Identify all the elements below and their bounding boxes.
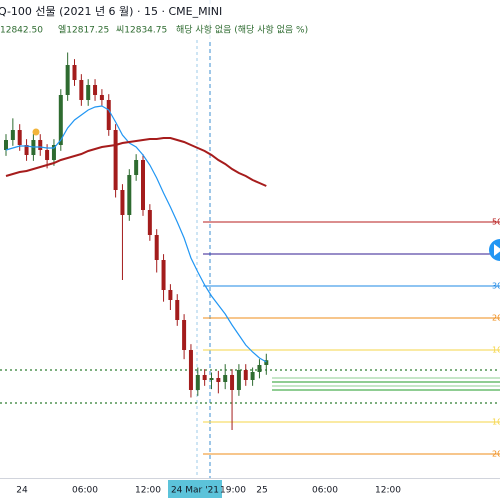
level-label: 10: [492, 346, 500, 355]
candle-body: [65, 65, 70, 95]
moving-average: [5, 105, 267, 363]
candle-body: [175, 300, 180, 320]
candle-body: [79, 80, 84, 100]
candle-body: [24, 145, 29, 155]
x-tick-label: 12:00: [135, 486, 161, 496]
moving-average: [5, 137, 267, 187]
candle-body: [99, 95, 104, 100]
candle-body: [182, 320, 187, 350]
cursor-label: 24 Mar '21: [171, 486, 219, 496]
play-icon: [494, 244, 500, 256]
legend-value: 씨12834.75: [116, 25, 167, 36]
candle-body: [38, 140, 43, 150]
candle-body: [257, 365, 262, 372]
candle-body: [113, 130, 118, 190]
candle-body: [45, 150, 50, 160]
candle-body: [134, 160, 139, 175]
candle-body: [86, 85, 91, 100]
x-tick-label: 06:00: [72, 486, 98, 496]
legend-value: 엘12817.25: [58, 25, 109, 36]
header-bg: [0, 0, 360, 40]
candle-body: [202, 375, 207, 380]
candle-body: [120, 190, 125, 215]
level-label: 50: [492, 218, 500, 227]
candle-body: [147, 210, 152, 235]
candle-body: [72, 65, 77, 80]
legend-value: 12842.50: [0, 26, 43, 36]
candle-body: [93, 85, 98, 95]
candle-body: [188, 350, 193, 390]
level-label: 10: [492, 418, 500, 427]
candle-body: [4, 140, 8, 150]
candle-body: [141, 160, 145, 210]
x-tick-label: 19:00: [220, 486, 246, 496]
candle-body: [264, 360, 269, 365]
candle-body: [58, 95, 63, 145]
candle-body: [17, 130, 22, 145]
plot: 50 30 20 10 10 20: [0, 52, 500, 459]
candle-body: [236, 370, 241, 390]
candle-body: [195, 375, 200, 390]
candle-body: [154, 235, 159, 260]
candle-body: [168, 290, 173, 300]
chart-title: Q-100 선물 (2021 년 6 월) · 15 · CME_MINI: [0, 5, 222, 18]
candle-body: [106, 100, 111, 130]
cursor-label-box: [168, 480, 222, 498]
candle-body: [161, 260, 166, 290]
x-tick-label: 24: [16, 486, 28, 496]
candle-body: [216, 378, 221, 382]
candle-body: [51, 145, 56, 160]
x-tick-label: 06:00: [312, 486, 338, 496]
x-tick-label: 25: [256, 486, 267, 496]
candle-body: [230, 375, 235, 390]
legend-value: 해당 사항 없음 (해당 사항 없음 %): [176, 25, 308, 36]
level-label: 20: [492, 450, 500, 459]
candle-body: [250, 372, 255, 380]
candle-body: [243, 370, 248, 380]
level-label: 30: [492, 282, 500, 291]
level-label: 20: [492, 314, 500, 323]
x-tick-label: 12:00: [375, 486, 401, 496]
candle-body: [223, 375, 228, 382]
candle-body: [127, 175, 132, 215]
candle-body: [10, 130, 15, 140]
candle-body: [209, 378, 214, 380]
event-marker: [32, 128, 40, 136]
